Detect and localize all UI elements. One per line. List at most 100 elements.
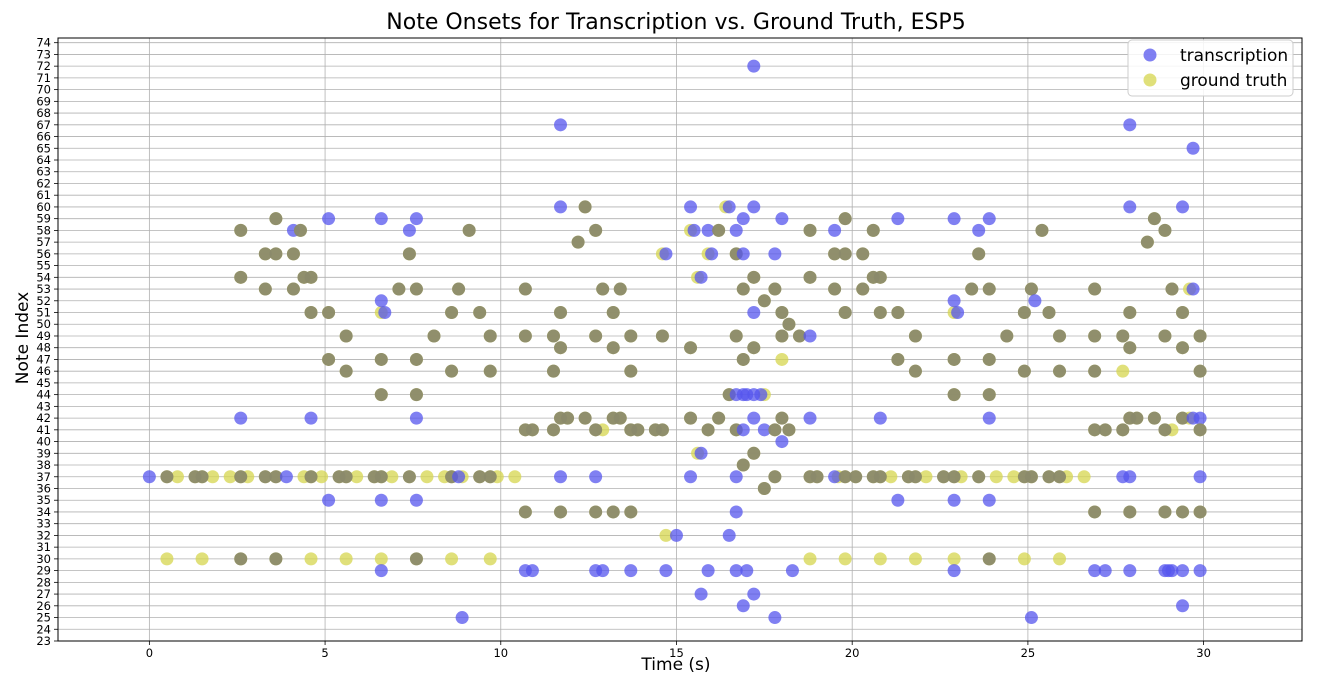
y-tick-label: 73 bbox=[36, 47, 51, 61]
transcription-point bbox=[234, 470, 248, 484]
transcription-point bbox=[729, 505, 743, 519]
transcription-point bbox=[1193, 564, 1207, 578]
y-tick-label: 35 bbox=[36, 493, 51, 507]
transcription-point bbox=[828, 282, 842, 296]
y-tick-label: 50 bbox=[36, 317, 51, 331]
ground-truth-point bbox=[919, 470, 933, 484]
y-tick-label: 39 bbox=[36, 446, 51, 460]
y-tick-label: 63 bbox=[36, 165, 51, 179]
ground-truth-point bbox=[1116, 364, 1130, 378]
transcription-point bbox=[712, 411, 726, 425]
transcription-point bbox=[982, 352, 996, 366]
transcription-point bbox=[409, 493, 423, 507]
transcription-point bbox=[1088, 364, 1102, 378]
x-axis-label: Time (s) bbox=[640, 655, 710, 675]
y-tick-label: 65 bbox=[36, 141, 51, 155]
transcription-point bbox=[518, 329, 532, 343]
transcription-point bbox=[624, 329, 638, 343]
transcription-point bbox=[803, 329, 817, 343]
y-tick-label: 30 bbox=[36, 552, 51, 566]
y-tick-label: 28 bbox=[36, 575, 51, 589]
transcription-point bbox=[473, 470, 487, 484]
ground-truth-point bbox=[1007, 470, 1021, 484]
transcription-point bbox=[1017, 306, 1031, 320]
ground-truth-point bbox=[385, 470, 399, 484]
transcription-point bbox=[891, 493, 905, 507]
ground-truth-point bbox=[1077, 470, 1091, 484]
ground-truth-point bbox=[1017, 552, 1031, 566]
y-tick-label: 60 bbox=[36, 200, 51, 214]
x-tick-label: 15 bbox=[669, 646, 684, 660]
transcription-point bbox=[768, 611, 782, 625]
transcription-point bbox=[589, 329, 603, 343]
transcription-point bbox=[1165, 282, 1179, 296]
transcription-point bbox=[546, 329, 560, 343]
transcription-point bbox=[1098, 423, 1112, 437]
transcription-point bbox=[982, 411, 996, 425]
transcription-point bbox=[234, 552, 248, 566]
transcription-point bbox=[722, 528, 736, 542]
transcription-point bbox=[286, 247, 300, 261]
transcription-point bbox=[1116, 423, 1130, 437]
transcription-point bbox=[838, 470, 852, 484]
transcription-point bbox=[655, 423, 669, 437]
transcription-point bbox=[782, 317, 796, 331]
transcription-point bbox=[269, 247, 283, 261]
transcription-point bbox=[554, 470, 568, 484]
y-tick-label: 68 bbox=[36, 106, 51, 120]
transcription-point bbox=[684, 470, 698, 484]
transcription-point bbox=[736, 247, 750, 261]
transcription-point bbox=[589, 505, 603, 519]
transcription-point bbox=[1053, 329, 1067, 343]
transcription-point bbox=[339, 329, 353, 343]
transcription-point bbox=[1140, 235, 1154, 249]
transcription-point bbox=[1186, 282, 1200, 296]
transcription-point bbox=[1193, 423, 1207, 437]
transcription-point bbox=[972, 247, 986, 261]
transcription-point bbox=[891, 212, 905, 226]
y-tick-label: 27 bbox=[36, 587, 51, 601]
transcription-point bbox=[1176, 306, 1190, 320]
transcription-point bbox=[736, 282, 750, 296]
x-tick-label: 25 bbox=[1021, 646, 1036, 660]
y-tick-label: 42 bbox=[36, 411, 51, 425]
transcription-point bbox=[1165, 564, 1179, 578]
legend-box bbox=[1127, 39, 1294, 97]
transcription-point bbox=[873, 470, 887, 484]
transcription-point bbox=[803, 411, 817, 425]
transcription-point bbox=[729, 564, 743, 578]
plot-frame bbox=[57, 37, 1303, 642]
transcription-point bbox=[972, 223, 986, 237]
transcription-point bbox=[234, 223, 248, 237]
transcription-point bbox=[740, 564, 754, 578]
transcription-point bbox=[402, 470, 416, 484]
transcription-point bbox=[445, 306, 459, 320]
x-tick-label: 30 bbox=[1196, 646, 1211, 660]
transcription-point bbox=[947, 564, 961, 578]
transcription-point bbox=[409, 352, 423, 366]
transcription-point bbox=[596, 282, 610, 296]
transcription-point bbox=[631, 423, 645, 437]
y-tick-label: 26 bbox=[36, 599, 51, 613]
transcription-point bbox=[402, 223, 416, 237]
x-tick-label: 5 bbox=[321, 646, 328, 660]
y-tick-label: 69 bbox=[36, 94, 51, 108]
transcription-point bbox=[803, 223, 817, 237]
transcription-point bbox=[722, 200, 736, 214]
y-tick-label: 67 bbox=[36, 118, 51, 132]
transcription-point bbox=[947, 212, 961, 226]
transcription-point bbox=[1035, 223, 1049, 237]
transcription-point bbox=[322, 493, 336, 507]
axis-ticks: 2324252627282930313233343536373839404142… bbox=[36, 36, 1211, 660]
transcription-point bbox=[1088, 423, 1102, 437]
transcription-point bbox=[747, 446, 761, 460]
transcription-point bbox=[1123, 341, 1137, 355]
y-tick-label: 44 bbox=[36, 388, 51, 402]
transcription-point bbox=[409, 552, 423, 566]
y-tick-label: 36 bbox=[36, 481, 51, 495]
transcription-point bbox=[1088, 564, 1102, 578]
transcription-point bbox=[684, 200, 698, 214]
transcription-point bbox=[965, 282, 979, 296]
y-tick-label: 47 bbox=[36, 352, 51, 366]
x-tick-label: 0 bbox=[146, 646, 153, 660]
